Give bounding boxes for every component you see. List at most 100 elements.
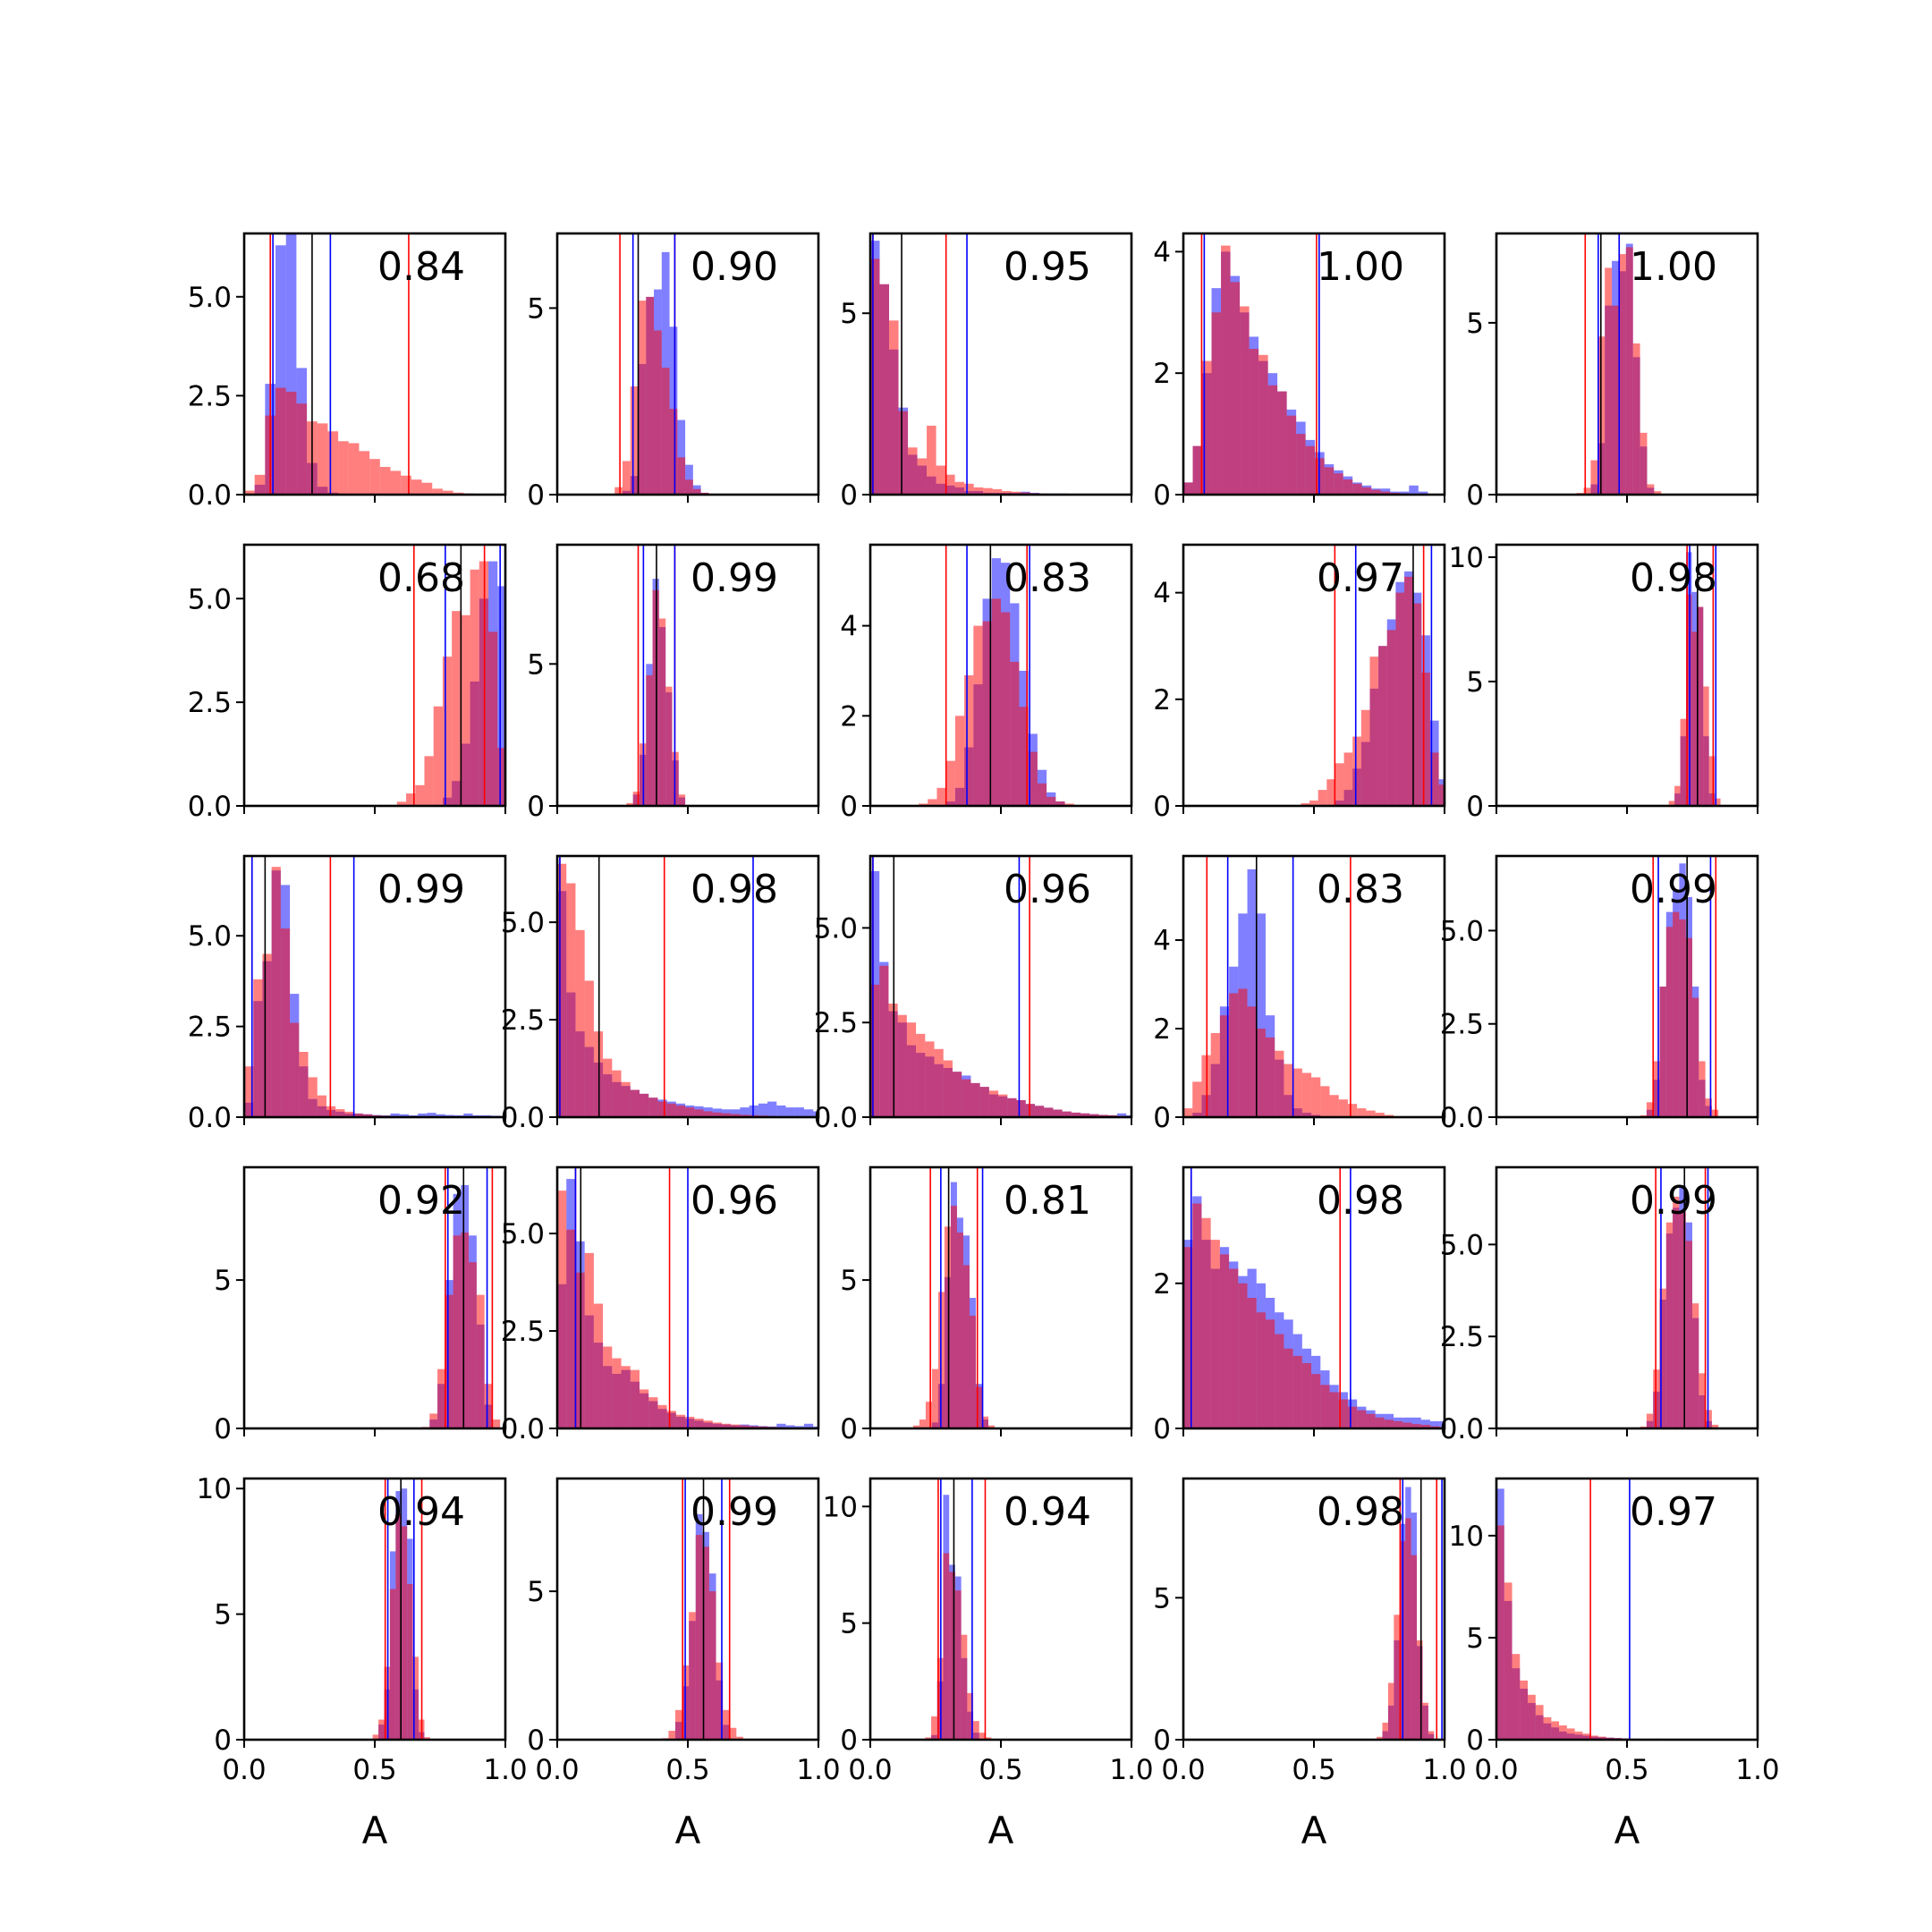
- bar-a: [497, 586, 505, 806]
- bar-b: [1334, 473, 1343, 495]
- bar-b: [1659, 1288, 1666, 1428]
- bar-b: [1371, 489, 1381, 495]
- bar-b: [1428, 1731, 1435, 1740]
- bar-a: [740, 1107, 750, 1117]
- bar-b: [1535, 1705, 1544, 1740]
- bar-b: [639, 1389, 649, 1428]
- bar-b: [1691, 631, 1698, 806]
- bar-a: [418, 1113, 428, 1117]
- bar-b: [348, 443, 360, 495]
- bar-b: [928, 799, 937, 806]
- bar-b: [429, 1413, 438, 1428]
- bar-b: [1417, 1640, 1423, 1740]
- bar-b: [1674, 785, 1681, 806]
- bar-b: [1016, 1099, 1026, 1117]
- bar-b: [1646, 1102, 1654, 1117]
- x-axis-label: A: [1614, 1809, 1640, 1852]
- panel-annotation: 0.97: [1317, 555, 1404, 601]
- bar-b: [975, 1386, 982, 1428]
- bar-b: [1420, 1424, 1430, 1428]
- panel-annotation: 0.96: [1004, 867, 1091, 912]
- bar-b: [716, 1662, 724, 1740]
- bar-a: [758, 1103, 768, 1117]
- bar-b: [906, 1022, 917, 1117]
- bar-b: [665, 686, 673, 806]
- x-axis-label: A: [988, 1809, 1014, 1852]
- y-tick-label: 0: [1153, 1724, 1171, 1757]
- bar-b: [1249, 349, 1259, 495]
- bar-a: [785, 1107, 795, 1117]
- bar-b: [721, 1113, 732, 1117]
- panel-19: 020.98: [1153, 1165, 1446, 1445]
- bar-b: [1311, 1374, 1321, 1428]
- bar-b: [335, 1109, 345, 1117]
- bar-b: [1504, 1582, 1513, 1740]
- bar-a: [463, 1113, 473, 1117]
- bar-b: [630, 1369, 640, 1428]
- x-tick-label: 0.0: [1161, 1754, 1205, 1786]
- bar-b: [988, 1090, 999, 1117]
- bar-b: [575, 929, 585, 1117]
- bar-b: [731, 1114, 741, 1117]
- panel-annotation: 0.94: [1004, 1489, 1091, 1535]
- bar-a: [731, 1109, 741, 1117]
- panel-annotation: 0.81: [1004, 1178, 1091, 1224]
- y-tick-label: 10: [1449, 1521, 1484, 1553]
- bar-b: [1377, 1736, 1383, 1740]
- bar-b: [275, 387, 286, 495]
- bar-b: [677, 457, 686, 495]
- bar-b: [1357, 1410, 1367, 1428]
- bar-b: [954, 481, 965, 495]
- bar-b: [1305, 445, 1316, 495]
- bar-b: [731, 1424, 741, 1428]
- x-tick-label: 0.0: [848, 1754, 892, 1786]
- bar-b: [658, 618, 666, 806]
- bar-b: [898, 411, 909, 495]
- bar-b: [369, 459, 380, 495]
- bar-b: [961, 1634, 968, 1740]
- bar-b: [1708, 756, 1716, 806]
- bar-b: [1685, 594, 1692, 806]
- bar-b: [1438, 784, 1445, 806]
- y-tick-label: 5: [527, 648, 545, 681]
- bar-b: [1277, 391, 1287, 495]
- bar-b: [1053, 1109, 1063, 1117]
- bar-b: [927, 425, 936, 495]
- bar-b: [424, 756, 434, 806]
- bar-b: [484, 1384, 493, 1428]
- bar-b: [415, 784, 425, 806]
- bar-b: [1574, 1731, 1583, 1741]
- bar-b: [648, 1397, 658, 1428]
- bar-b: [254, 474, 266, 495]
- bar-b: [1394, 1614, 1400, 1740]
- bar-b: [912, 1425, 919, 1428]
- bar-b: [1668, 801, 1675, 806]
- bar-b: [1046, 796, 1056, 806]
- bar-b: [669, 409, 678, 495]
- bar-b: [925, 1737, 932, 1740]
- bar-b: [1343, 479, 1353, 495]
- bar-b: [689, 1612, 696, 1740]
- bar-b: [991, 598, 1001, 806]
- bar-b: [407, 1583, 413, 1740]
- bar-b: [593, 1303, 604, 1428]
- y-tick-label: 5: [214, 1265, 232, 1297]
- y-tick-label: 2.5: [1440, 1321, 1484, 1353]
- bar-b: [1685, 937, 1692, 1117]
- y-tick-label: 0: [527, 791, 545, 823]
- bar-b: [411, 479, 422, 495]
- bar-b: [470, 569, 479, 806]
- bar-b: [424, 1737, 430, 1740]
- bar-b: [1338, 1099, 1348, 1117]
- y-tick-label: 4: [840, 611, 858, 643]
- bar-b: [1404, 576, 1413, 806]
- bar-b: [1366, 1413, 1376, 1428]
- bar-b: [1697, 606, 1704, 806]
- bar-b: [1679, 919, 1686, 1117]
- bar-b: [1284, 1063, 1293, 1117]
- bar-b: [1411, 1555, 1418, 1740]
- y-tick-label: 2: [1153, 684, 1171, 716]
- bar-b: [623, 461, 631, 495]
- bar-b: [1679, 1211, 1686, 1428]
- x-tick-label: 0.5: [979, 1754, 1022, 1786]
